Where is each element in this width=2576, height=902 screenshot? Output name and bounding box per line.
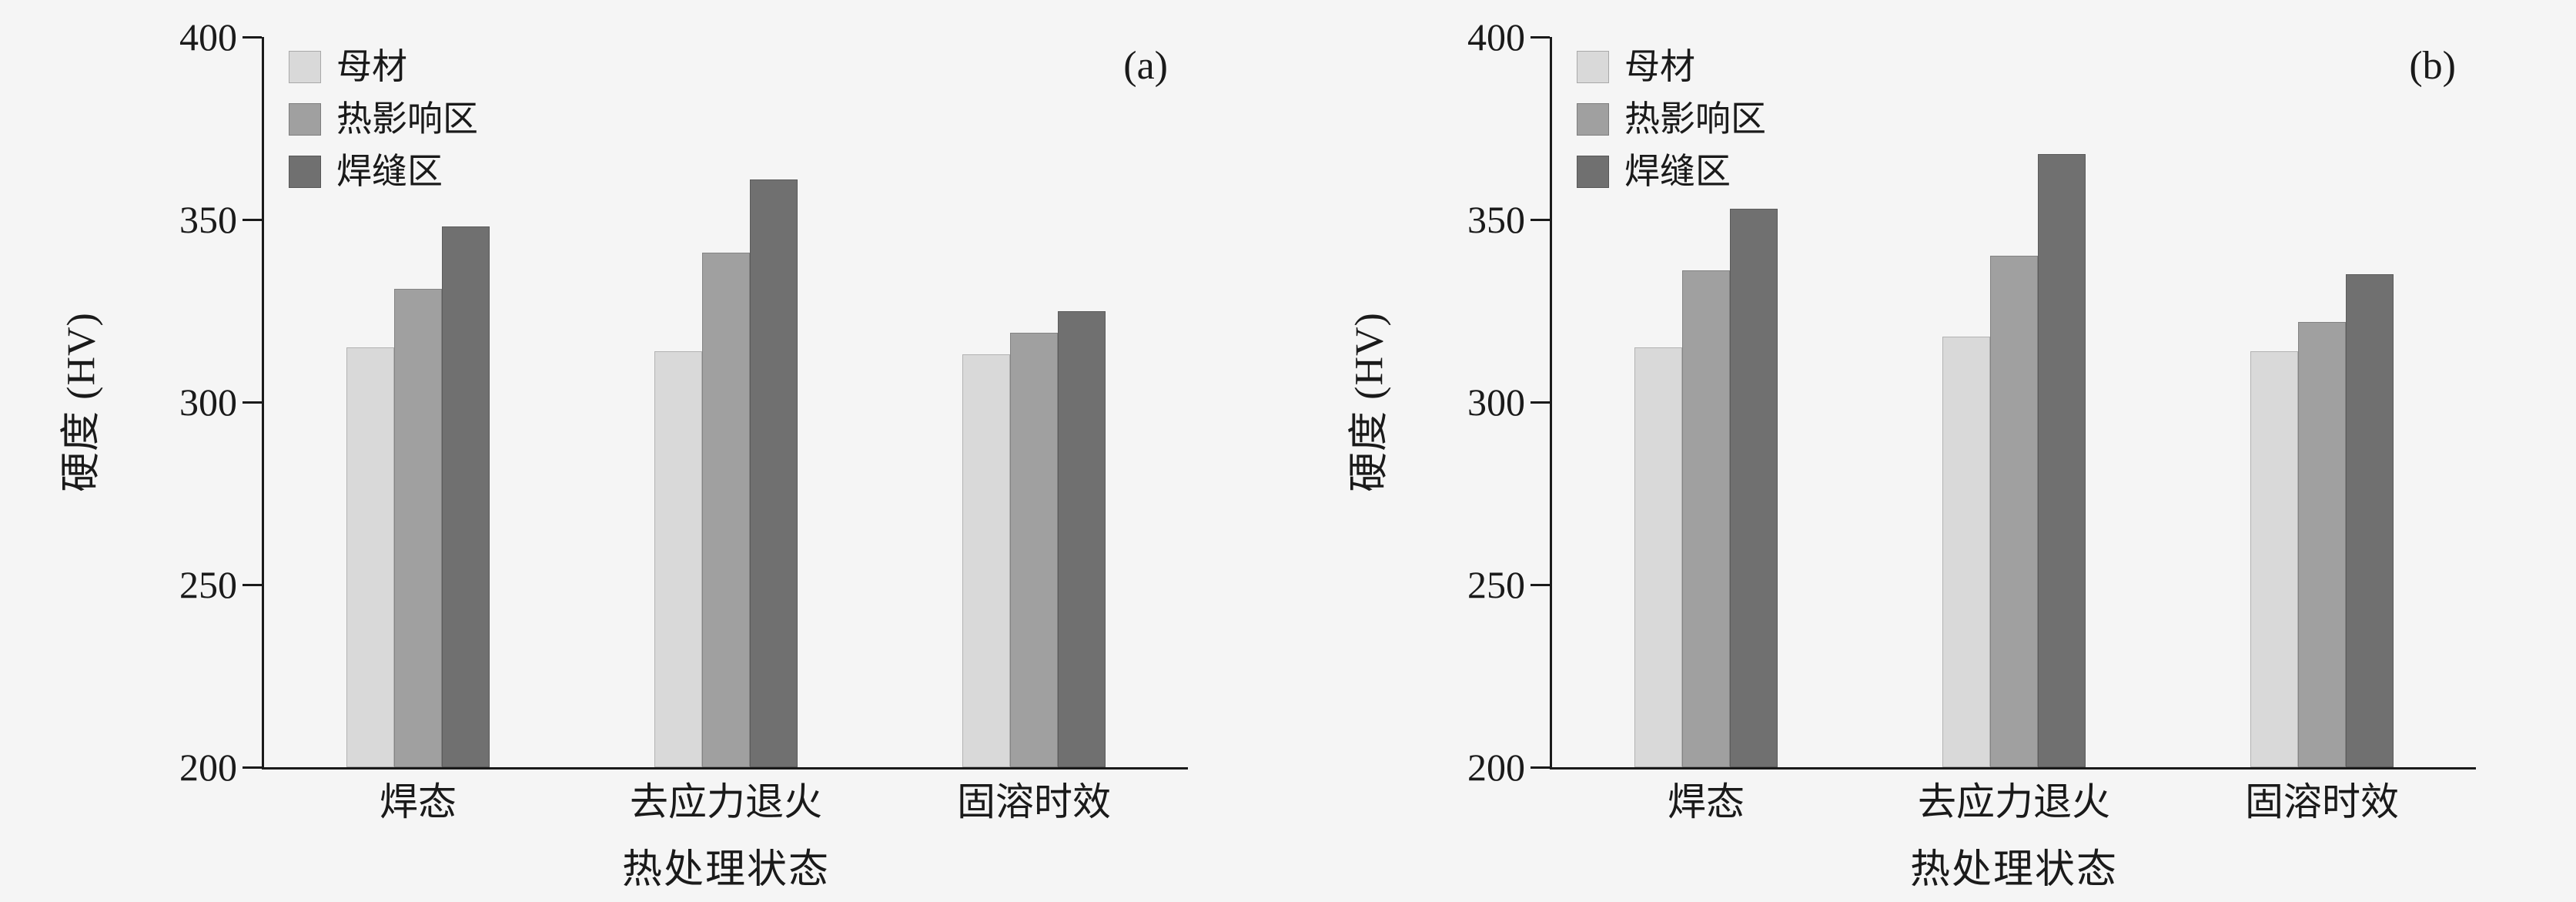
legend-label: 母材 <box>1624 47 1695 86</box>
y-axis-title: 硬度 (HV) <box>59 312 104 492</box>
y-tick <box>243 35 262 39</box>
y-axis-title: 硬度 (HV) <box>1347 312 1392 492</box>
panel-label: (a) <box>1123 44 1168 88</box>
bar <box>702 252 750 767</box>
legend-item: 母材 <box>289 49 478 85</box>
y-tick-label: 400 <box>179 15 237 59</box>
y-tick <box>1531 766 1550 769</box>
legend-item: 母材 <box>1577 49 1766 85</box>
bar <box>1942 336 1990 767</box>
legend-item: 热影响区 <box>1577 102 1766 137</box>
panel-label: (b) <box>2409 44 2456 88</box>
bar <box>750 179 798 767</box>
bar <box>1634 347 1682 767</box>
legend-swatch <box>1577 103 1609 136</box>
legend-label: 焊缝区 <box>336 152 443 191</box>
bar <box>2250 350 2298 767</box>
legend-swatch <box>289 156 321 188</box>
bar <box>2038 153 2086 767</box>
y-tick <box>243 583 262 586</box>
x-tick-label: 固溶时效 <box>957 780 1111 823</box>
y-tick-label: 200 <box>179 746 237 789</box>
legend-label: 母材 <box>336 47 407 86</box>
legend-swatch <box>1577 156 1609 188</box>
legend-swatch <box>289 51 321 83</box>
legend-label: 热影响区 <box>336 99 478 139</box>
y-tick-label: 300 <box>1467 381 1525 424</box>
x-tick-label: 焊态 <box>380 780 457 823</box>
bar <box>1682 270 1730 767</box>
bars-layer <box>1552 37 2476 767</box>
bar <box>2346 274 2394 767</box>
y-tick <box>243 401 262 404</box>
y-tick <box>243 218 262 221</box>
chart-panel-a: 硬度 (HV) 母材热影响区焊缝区 (a) 热处理状态 200 250 300 350… <box>59 15 1188 892</box>
bar <box>1058 310 1106 767</box>
x-tick-label: 去应力退火 <box>630 780 822 823</box>
y-tick-label: 200 <box>1467 746 1525 789</box>
y-tick <box>243 766 262 769</box>
y-tick <box>1531 35 1550 39</box>
bar <box>1990 256 2038 767</box>
plot-area: 母材热影响区焊缝区 (a) <box>262 37 1188 770</box>
bar <box>442 226 490 767</box>
legend-swatch <box>1577 51 1609 83</box>
y-tick-label: 250 <box>1467 563 1525 606</box>
bar <box>1010 332 1058 767</box>
x-tick-label: 去应力退火 <box>1918 780 2110 823</box>
x-tick-label: 焊态 <box>1668 780 1745 823</box>
bar <box>394 289 442 767</box>
bars-layer <box>264 37 1188 767</box>
x-axis-title: 热处理状态 <box>1909 848 2118 892</box>
y-tick-label: 350 <box>1467 198 1525 241</box>
legend-item: 焊缝区 <box>289 154 478 189</box>
bar <box>654 350 702 767</box>
x-axis-title: 热处理状态 <box>621 848 830 892</box>
bar <box>346 347 394 767</box>
legend: 母材 热影响区 焊缝区 <box>289 49 478 189</box>
chart-panel-b: 硬度 (HV) 母材热影响区焊缝区 (b) 热处理状态 200 250 300 350… <box>1288 0 2576 902</box>
y-tick-label: 250 <box>179 563 237 606</box>
plot-area: 母材热影响区焊缝区 (b) <box>1550 37 2476 770</box>
legend-label: 焊缝区 <box>1624 152 1731 191</box>
legend-item: 热影响区 <box>289 102 478 137</box>
legend-swatch <box>289 103 321 136</box>
bar <box>2298 321 2346 767</box>
x-tick-label: 固溶时效 <box>2245 780 2399 823</box>
y-tick <box>1531 583 1550 586</box>
y-tick-label: 400 <box>1467 15 1525 59</box>
y-tick-label: 350 <box>179 198 237 241</box>
legend-item: 焊缝区 <box>1577 154 1766 189</box>
y-tick-label: 300 <box>179 381 237 424</box>
bar <box>962 354 1010 767</box>
bar <box>1730 208 1778 767</box>
legend-label: 热影响区 <box>1624 99 1766 139</box>
legend: 母材 热影响区 焊缝区 <box>1577 49 1766 189</box>
y-tick <box>1531 401 1550 404</box>
y-tick <box>1531 218 1550 221</box>
